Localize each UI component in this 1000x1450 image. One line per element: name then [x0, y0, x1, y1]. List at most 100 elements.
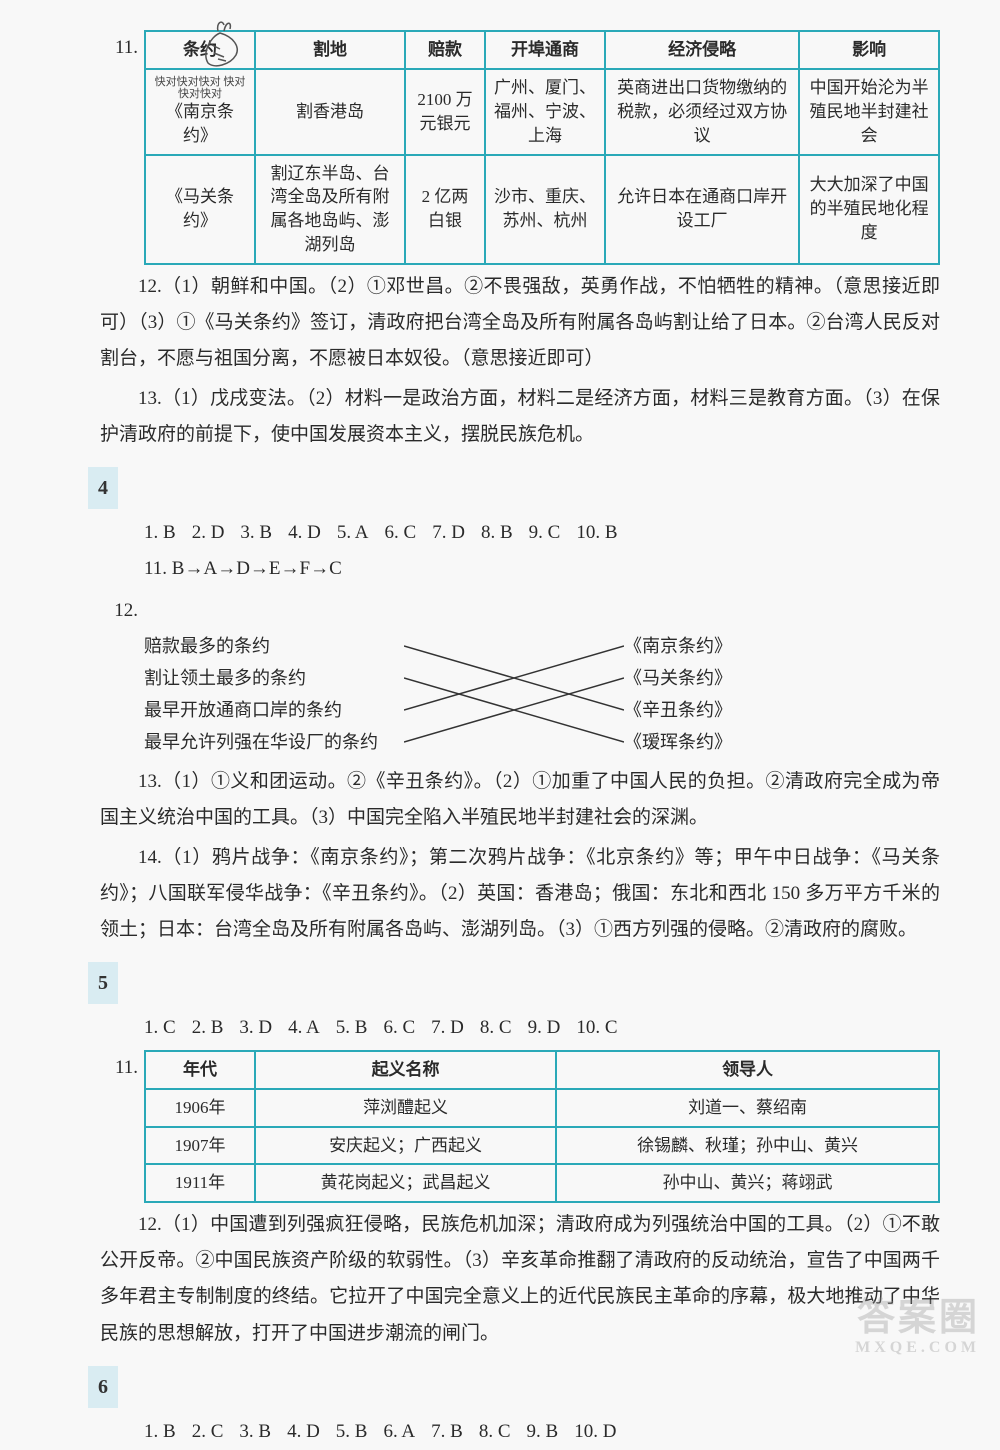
sec5-q11-label: 11.: [100, 1050, 144, 1086]
mc-answer: 6. C: [385, 522, 417, 543]
mc-answer: 2. C: [192, 1421, 224, 1442]
th-econ: 经济侵略: [605, 31, 799, 69]
match-right-item: 《南京条约》: [624, 630, 732, 662]
mc-answer: 1. B: [144, 1421, 176, 1442]
cell: 1911年: [145, 1164, 255, 1202]
watermark-main: 答案圈: [857, 1297, 980, 1339]
th-leader: 领导人: [556, 1051, 939, 1089]
section-5-badge: 5: [88, 962, 118, 1004]
mc-answer: 7. D: [431, 1017, 464, 1038]
th-indemnity: 赔款: [405, 31, 485, 69]
scribble-text: 快对快对快对 快对快对快对: [154, 76, 246, 100]
match-left-item: 最早开放通商口岸的条约: [144, 694, 378, 726]
mc-answer: 3. B: [240, 522, 272, 543]
sec4-q14: 14.（1）鸦片战争：《南京条约》；第二次鸦片战争：《北京条约》等；甲午中日战争…: [100, 840, 940, 948]
cell: 1907年: [145, 1127, 255, 1165]
cell-effect: 大大加深了中国的半殖民地化程度: [799, 155, 939, 264]
sec5-uprising-table: 年代 起义名称 领导人 1906年 萍浏醴起义 刘道一、蔡绍南 1907年 安庆…: [144, 1050, 940, 1203]
section-6-badge: 6: [88, 1366, 118, 1408]
th-year: 年代: [145, 1051, 255, 1089]
mc-answer: 8. B: [481, 522, 513, 543]
cell: 徐锡麟、秋瑾；孙中山、黄兴: [556, 1127, 939, 1165]
cell-econ: 允许日本在通商口岸开设工厂: [605, 155, 799, 264]
q11-treaty-table: 条约 割地 赔款 开埠通商 经济侵略 影响 快对快对快对 快对快对快对 《南京条…: [144, 30, 940, 265]
mc-answer: 9. B: [527, 1421, 559, 1442]
sec4-mc-line: 1. B 2. D 3. B 4. D 5. A 6. C 7. D 8. B 9. C 10. …: [100, 515, 940, 551]
mc-answer: 2. B: [192, 1017, 224, 1038]
cell-treaty: 《马关条约》: [145, 155, 255, 264]
mc-answer: 10. D: [574, 1421, 616, 1442]
match-right-item: 《瑷珲条约》: [624, 726, 732, 758]
q13-text: 13.（1）戊戌变法。（2）材料一是政治方面，材料二是经济方面，材料三是教育方面…: [100, 381, 940, 453]
mc-answer: 1. B: [144, 522, 176, 543]
cell-ports: 沙市、重庆、苏州、杭州: [485, 155, 605, 264]
section-4-badge: 4: [88, 467, 118, 509]
match-left-item: 割让领土最多的条约: [144, 662, 378, 694]
table-row: 1906年 萍浏醴起义 刘道一、蔡绍南: [145, 1089, 939, 1127]
mc-answer: 7. B: [431, 1421, 463, 1442]
cell-ports: 广州、厦门、福州、宁波、上海: [485, 69, 605, 155]
sec4-q13: 13.（1）①义和团运动。②《辛丑条约》。（2）①加重了中国人民的负担。②清政府…: [100, 764, 940, 836]
cell-land: 割香港岛: [255, 69, 405, 155]
mc-answer: 9. D: [528, 1017, 561, 1038]
cell-land: 割辽东半岛、台湾全岛及所有附属各地岛屿、澎湖列岛: [255, 155, 405, 264]
watermark-sub: MXQE.COM: [855, 1339, 980, 1357]
match-left-item: 赔款最多的条约: [144, 630, 378, 662]
mc-answer: 2. D: [192, 522, 225, 543]
mc-answer: 6. C: [383, 1017, 415, 1038]
cell-effect: 中国开始沦为半殖民地半封建社会: [799, 69, 939, 155]
th-ports: 开埠通商: [485, 31, 605, 69]
sec4-q12-label: 12.: [100, 593, 144, 629]
cell-treaty: 快对快对快对 快对快对快对 《南京条约》: [145, 69, 255, 155]
mc-answer: 8. C: [479, 1421, 511, 1442]
mc-answer: 5. A: [337, 522, 369, 543]
match-right-column: 《南京条约》 《马关条约》 《辛丑条约》 《瑷珲条约》: [624, 630, 732, 758]
match-lines-svg: [404, 630, 624, 758]
table-row: 快对快对快对 快对快对快对 《南京条约》 割香港岛 2100 万元银元 广州、厦…: [145, 69, 939, 155]
mc-answer: 1. C: [144, 1017, 176, 1038]
cell: 1906年: [145, 1089, 255, 1127]
cell: 刘道一、蔡绍南: [556, 1089, 939, 1127]
treaty-name: 《南京条约》: [166, 102, 234, 145]
table-row: 1907年 安庆起义；广西起义 徐锡麟、秋瑾；孙中山、黄兴: [145, 1127, 939, 1165]
match-left-item: 最早允许列强在华设厂的条约: [144, 726, 378, 758]
match-right-item: 《辛丑条约》: [624, 694, 732, 726]
cell: 萍浏醴起义: [255, 1089, 556, 1127]
sec5-q12: 12.（1）中国遭到列强疯狂侵略，民族危机加深；清政府成为列强统治中国的工具。（…: [100, 1207, 940, 1351]
table-header-row: 年代 起义名称 领导人: [145, 1051, 939, 1089]
match-diagram: 赔款最多的条约 割让领土最多的条约 最早开放通商口岸的条约 最早允许列强在华设厂…: [144, 630, 940, 760]
mc-answer: 5. B: [336, 1421, 368, 1442]
table-header-row: 条约 割地 赔款 开埠通商 经济侵略 影响: [145, 31, 939, 69]
q12-text: 12.（1）朝鲜和中国。（2）①邓世昌。②不畏强敌，英勇作战，不怕牺牲的精神。（…: [100, 269, 940, 377]
mc-answer: 8. C: [480, 1017, 512, 1038]
carrot-doodle-icon: [190, 15, 250, 70]
mc-answer: 4. A: [288, 1017, 320, 1038]
sec4-q11: 11. B→A→D→E→F→C: [100, 551, 940, 587]
mc-answer: 6. A: [383, 1421, 415, 1442]
q11-label: 11.: [100, 30, 144, 66]
watermark: 答案圈 MXQE.COM: [855, 1298, 980, 1357]
table-row: 1911年 黄花岗起义；武昌起义 孙中山、黄兴；蒋翊武: [145, 1164, 939, 1202]
cell-indemnity: 2 亿两白银: [405, 155, 485, 264]
th-land: 割地: [255, 31, 405, 69]
cell-econ: 英商进出口货物缴纳的税款，必须经过双方协议: [605, 69, 799, 155]
mc-answer: 10. B: [576, 522, 617, 543]
mc-answer: 7. D: [432, 522, 465, 543]
mc-answer: 5. B: [336, 1017, 368, 1038]
cell-indemnity: 2100 万元银元: [405, 69, 485, 155]
th-effect: 影响: [799, 31, 939, 69]
mc-answer: 4. D: [287, 1421, 320, 1442]
match-right-item: 《马关条约》: [624, 662, 732, 694]
mc-answer: 10. C: [576, 1017, 617, 1038]
cell: 安庆起义；广西起义: [255, 1127, 556, 1165]
match-left-column: 赔款最多的条约 割让领土最多的条约 最早开放通商口岸的条约 最早允许列强在华设厂…: [144, 630, 378, 758]
cell: 黄花岗起义；武昌起义: [255, 1164, 556, 1202]
sec5-mc-line: 1. C 2. B 3. D 4. A 5. B 6. C 7. D 8. C 9. D 10. …: [100, 1010, 940, 1046]
th-uprising: 起义名称: [255, 1051, 556, 1089]
mc-answer: 3. D: [239, 1017, 272, 1038]
mc-answer: 4. D: [288, 522, 321, 543]
mc-answer: 9. C: [529, 522, 561, 543]
table-row: 《马关条约》 割辽东半岛、台湾全岛及所有附属各地岛屿、澎湖列岛 2 亿两白银 沙…: [145, 155, 939, 264]
cell: 孙中山、黄兴；蒋翊武: [556, 1164, 939, 1202]
sec6-mc-line: 1. B2. C3. B4. D5. B6. A7. B8. C9. B10. …: [100, 1414, 940, 1450]
